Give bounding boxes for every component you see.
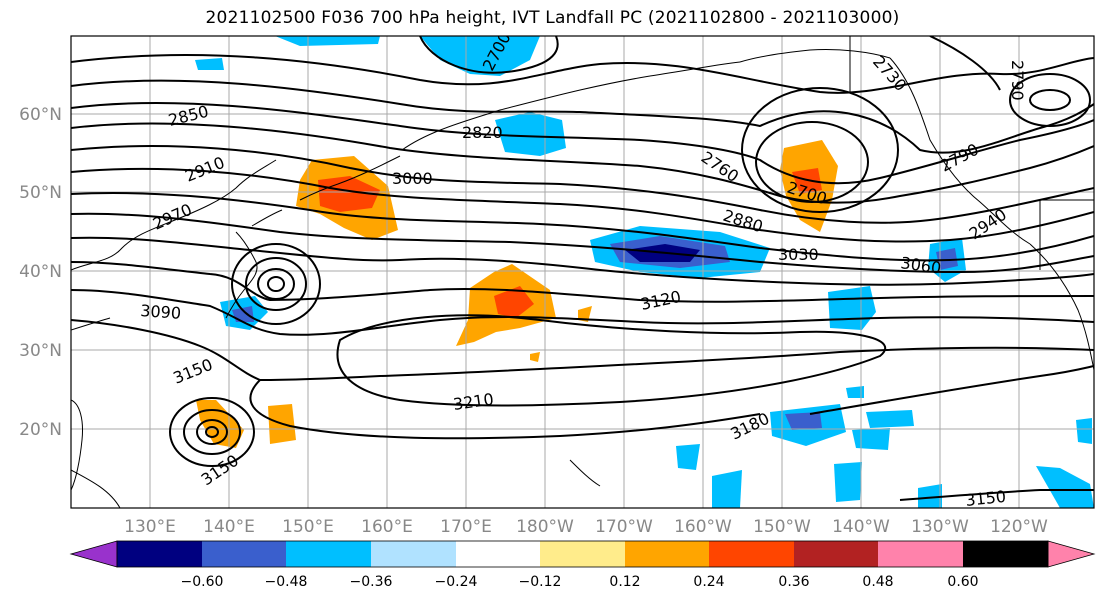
ivt-negative-area xyxy=(420,36,540,76)
contour-label: 3030 xyxy=(778,245,819,264)
lat-label: 50°N xyxy=(19,183,62,203)
colorbar-tick-label: −0.12 xyxy=(519,574,562,590)
colorbar: −0.60 −0.48 −0.36 −0.24 −0.12 0.12 0.24 … xyxy=(69,540,1096,590)
ivt-negative-area xyxy=(785,412,822,430)
colorbar-segment xyxy=(202,541,286,567)
colorbar-frame xyxy=(116,540,1049,568)
lon-label: 170°W xyxy=(595,517,653,537)
latitude-labels: 60°N 50°N 40°N 30°N 20°N xyxy=(19,105,62,440)
colorbar-segment xyxy=(709,541,794,567)
ivt-negative-area xyxy=(936,248,958,270)
ivt-negative-area xyxy=(918,484,942,508)
lon-label: 180°W xyxy=(516,517,574,537)
ivt-positive-area xyxy=(494,286,534,318)
map-area: 2850 2820 2910 3000 2760 2700 2730 2790 … xyxy=(71,36,1094,510)
colorbar-segment xyxy=(878,541,963,567)
lon-label: 140°E xyxy=(203,517,255,537)
lon-label: 160°E xyxy=(361,517,413,537)
ivt-negative-area xyxy=(834,462,862,502)
ivt-positive-area xyxy=(530,352,540,362)
lon-label: 150°W xyxy=(753,517,811,537)
colorbar-tick-label: −0.24 xyxy=(435,574,478,590)
ivt-negative-area xyxy=(495,112,566,156)
ivt-negative-area xyxy=(195,58,224,70)
lat-label: 30°N xyxy=(19,341,62,361)
ivt-negative-area xyxy=(275,36,380,46)
colorbar-extend-high xyxy=(1047,540,1096,568)
colorbar-segment xyxy=(794,541,878,567)
ivt-shading xyxy=(195,36,1094,508)
colorbar-segment xyxy=(963,541,1048,567)
ivt-negative-area xyxy=(866,410,914,428)
colorbar-tick-label: 0.24 xyxy=(693,574,724,590)
longitude-labels: 130°E 140°E 150°E 160°E 170°E 180°W 170°… xyxy=(124,517,1048,537)
contour-label: 3150 xyxy=(964,487,1006,510)
ivt-negative-area xyxy=(852,428,890,450)
ivt-negative-area xyxy=(676,444,700,470)
colorbar-segment xyxy=(117,541,202,567)
contour-label: 2820 xyxy=(462,123,503,142)
contour-label: 3090 xyxy=(140,301,182,323)
contour-label: 2790 xyxy=(1008,60,1027,101)
ivt-negative-area xyxy=(1036,466,1094,508)
lon-label: 130°W xyxy=(911,517,969,537)
colorbar-tick-label: 0.36 xyxy=(778,574,809,590)
lon-label: 130°E xyxy=(124,517,176,537)
lon-label: 170°E xyxy=(440,517,492,537)
lat-label: 60°N xyxy=(19,105,62,125)
colorbar-tick-label: 0.48 xyxy=(862,574,893,590)
lon-label: 150°E xyxy=(282,517,334,537)
colorbar-segment xyxy=(286,541,371,567)
colorbar-tick-label: 0.60 xyxy=(947,574,978,590)
colorbar-tick-label: −0.60 xyxy=(181,574,224,590)
colorbar-tick-label: −0.36 xyxy=(350,574,393,590)
colorbar-tick-label: −0.48 xyxy=(265,574,308,590)
map-frame xyxy=(70,35,1095,509)
contour-label: 3000 xyxy=(392,169,433,188)
lat-label: 20°N xyxy=(19,420,62,440)
colorbar-segment xyxy=(371,541,456,567)
ivt-negative-area xyxy=(846,386,864,398)
colorbar-segment xyxy=(625,541,709,567)
map-title: 2021102500 F036 700 hPa height, IVT Land… xyxy=(205,8,900,28)
ivt-positive-area xyxy=(196,400,244,448)
lon-label: 120°W xyxy=(990,517,1048,537)
ivt-negative-area xyxy=(1076,418,1092,444)
height-contours xyxy=(71,36,1094,501)
colorbar-extend-low xyxy=(69,540,118,568)
colorbar-segment xyxy=(456,541,540,567)
lat-label: 40°N xyxy=(19,262,62,282)
ivt-positive-area xyxy=(578,306,592,322)
lon-label: 140°W xyxy=(832,517,890,537)
colorbar-segment xyxy=(540,541,625,567)
ivt-positive-area xyxy=(318,176,380,212)
ivt-negative-area xyxy=(712,470,742,508)
lon-label: 160°W xyxy=(674,517,732,537)
colorbar-tick-label: 0.12 xyxy=(609,574,640,590)
